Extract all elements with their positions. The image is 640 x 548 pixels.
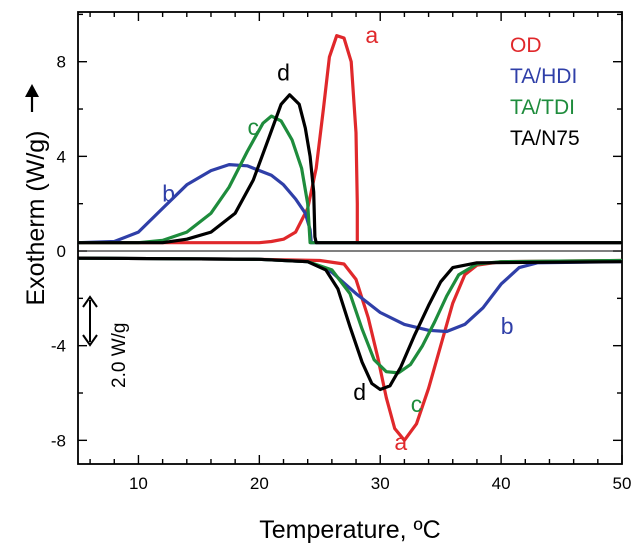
x-tick-label: 20 (250, 474, 269, 493)
y-tick-label: 0 (57, 242, 66, 261)
series-b-heating-line (77, 163, 622, 245)
series-a-heating-line (78, 34, 622, 245)
curve-label-a-cooling: a (394, 429, 407, 455)
scale-bar-label: 2.0 W/g (109, 323, 130, 388)
y-axis-title-arrow (25, 84, 39, 112)
legend: OD TA/HDI TA/TDI TA/N75 (510, 34, 580, 150)
series-d-heating-line (78, 93, 622, 245)
x-axis-title: Temperature, ºC (259, 516, 440, 544)
y-tick-label: -4 (51, 337, 66, 356)
curve-label-b-cooling: b (501, 313, 514, 339)
x-tick-label: 50 (613, 474, 632, 493)
legend-entry-b: TA/HDI (510, 65, 577, 88)
y-axis-title: Exotherm (W/g) (22, 130, 50, 305)
curve-label-c-heating: c (248, 114, 260, 140)
series-d-cooling-line (77, 256, 623, 392)
legend-entry-a: OD (510, 34, 542, 57)
series-c-heating-line (78, 114, 622, 245)
y-tick-label: 4 (57, 147, 66, 166)
curve-label-d-cooling: d (353, 379, 366, 405)
y-tick-label: 8 (57, 53, 66, 72)
scale-bar: 2.0 W/g (82, 295, 130, 388)
x-tick-label: 30 (371, 474, 390, 493)
legend-entry-c: TA/TDI (510, 96, 575, 119)
plot-curves (77, 34, 623, 442)
y-tick-label: -8 (51, 431, 66, 450)
series-a-cooling-line (77, 256, 623, 442)
scale-bar-arrowhead-top (82, 295, 98, 308)
curve-label-d-heating: d (277, 60, 290, 86)
series-c-cooling-line (77, 256, 623, 375)
x-tick-label: 40 (492, 474, 511, 493)
curve-label-c-cooling: c (411, 391, 423, 417)
curve-label-a-heating: a (365, 22, 378, 48)
x-tick-label: 10 (129, 474, 148, 493)
curve-label-b-heating: b (162, 180, 175, 206)
curve-labels: a a b b c c d d (162, 22, 513, 455)
legend-entry-d: TA/N75 (510, 127, 580, 150)
plot-frame (77, 11, 623, 465)
scale-bar-arrowhead-bottom (82, 334, 98, 347)
